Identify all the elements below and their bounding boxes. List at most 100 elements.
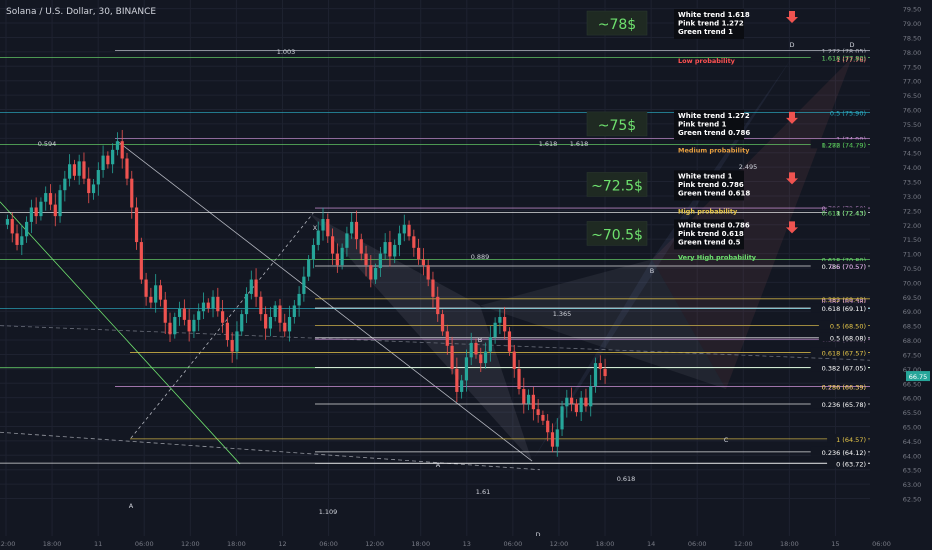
candle-body — [125, 158, 129, 179]
target-info-box — [674, 9, 744, 40]
candle-body — [115, 141, 120, 150]
candle-body — [24, 221, 29, 237]
time-tick: 12:00 — [365, 540, 384, 548]
candle-body — [101, 155, 105, 171]
candle-body — [550, 432, 555, 447]
candle-body — [593, 363, 598, 387]
target-info-line: White trend 1 — [678, 172, 733, 180]
time-tick: 12:00 — [0, 540, 15, 548]
time-tick: 18:00 — [411, 540, 430, 548]
price-tick: 68.50 — [903, 323, 922, 331]
candle-body — [570, 397, 574, 404]
candle-body — [603, 368, 607, 377]
candle-body — [445, 331, 449, 346]
target-price: ~72.5$ — [591, 178, 643, 194]
target-info-line: Green trend 1 — [678, 28, 733, 36]
harmonic-patterns — [0, 57, 871, 471]
candle-body — [134, 207, 139, 243]
price-tick: 71.00 — [903, 251, 922, 259]
time-tick: 06:00 — [135, 540, 154, 548]
price-tick: 78.00 — [903, 49, 922, 57]
price-axis[interactable]: 62.50 63.00 63.50 64.00 64.50 65.00 65.50 66.00… — [870, 0, 932, 550]
candle-body — [393, 244, 397, 257]
candle-body — [225, 322, 229, 341]
candle-body — [555, 429, 559, 447]
target-info-box — [674, 109, 744, 140]
fib-label: 1.272 (78.05) — [822, 47, 866, 55]
down-arrow-icon — [786, 11, 798, 24]
candle-body — [106, 155, 110, 165]
down-arrow-icon — [786, 111, 798, 124]
candle-body — [431, 279, 435, 297]
candle-body — [455, 368, 459, 392]
candle-body — [177, 308, 182, 317]
price-tick: 68.00 — [903, 337, 922, 345]
candle-body — [503, 316, 507, 332]
pattern-point-label: X — [313, 224, 318, 232]
candle-body — [20, 236, 24, 245]
time-tick: 18:00 — [227, 540, 246, 548]
candle-body — [579, 397, 583, 413]
price-tick: 65.50 — [903, 409, 922, 417]
fib-label: 0.236 (64.12) — [822, 449, 866, 457]
candle-body — [206, 302, 210, 309]
pattern-point-label: 1.365 — [553, 310, 572, 318]
candle-body — [91, 184, 96, 194]
fib-label: 1.272 (74.79) — [822, 141, 866, 149]
candle-body — [201, 302, 206, 312]
candle-body — [187, 319, 191, 332]
target-info-line: Pink trend 0.786 — [678, 181, 744, 189]
probability-label: Low probability — [678, 57, 736, 65]
candle-body — [216, 296, 220, 312]
time-tick: 13 — [463, 540, 471, 548]
candle-body — [264, 314, 268, 329]
candle-body — [192, 319, 196, 332]
pattern-point-label: 1.003 — [277, 48, 296, 56]
fib-label: 0.236 (65.78) — [822, 401, 866, 409]
candle-body — [526, 394, 531, 404]
time-tick: 11 — [94, 540, 102, 548]
candle-body — [58, 190, 62, 217]
fib-label: 0.786 (66.39) — [822, 383, 866, 391]
pattern-point-label: 1.618 — [570, 140, 589, 148]
price-tick: 69.00 — [903, 308, 922, 316]
pattern-annotations: 0.594 1.003 1.618 1.618 2.495 0.889 1.365 1.61 0… — [38, 41, 855, 539]
candle-body — [259, 296, 263, 315]
candle-body — [287, 316, 292, 332]
candle-body — [417, 247, 421, 260]
candle-body — [517, 368, 521, 390]
candle-body — [512, 351, 516, 369]
candle-body — [460, 380, 464, 392]
candle-body — [302, 276, 306, 294]
candle-body — [182, 308, 186, 320]
pattern-line-dashed — [130, 212, 314, 439]
candle-body — [350, 221, 354, 234]
fib-label: 0.382 (69.43) — [822, 296, 866, 304]
target-price-box — [586, 172, 648, 197]
price-tick: 78.50 — [903, 34, 922, 42]
time-axis[interactable]: 12:00 18:00 11 06:00 12:00 18:00 12 06:00 12:00 1… — [0, 536, 932, 550]
candle-body — [197, 311, 201, 320]
target-info-line: Green trend 0.618 — [678, 189, 750, 197]
fib-label: 1 (77.76) — [836, 56, 866, 64]
candles — [5, 129, 607, 457]
time-tick: 14 — [647, 540, 655, 548]
candle-body — [34, 207, 38, 217]
candle-body — [221, 311, 225, 323]
target-info-line: Green trend 0.786 — [678, 129, 750, 137]
candle-body — [249, 279, 253, 294]
target-info-line: White trend 1.618 — [678, 11, 750, 19]
candle-body — [144, 279, 148, 297]
candle-body — [421, 259, 425, 266]
time-tick: 18:00 — [43, 540, 62, 548]
target-price: ~78$ — [598, 17, 636, 33]
candle-body — [369, 265, 373, 280]
price-tick: 75.00 — [903, 135, 922, 143]
fib-label: 0.618 (67.57) — [822, 349, 866, 357]
candle-body — [321, 219, 325, 231]
candle-body — [565, 397, 569, 407]
fib-label: 0.5 (68.50) — [830, 323, 866, 331]
